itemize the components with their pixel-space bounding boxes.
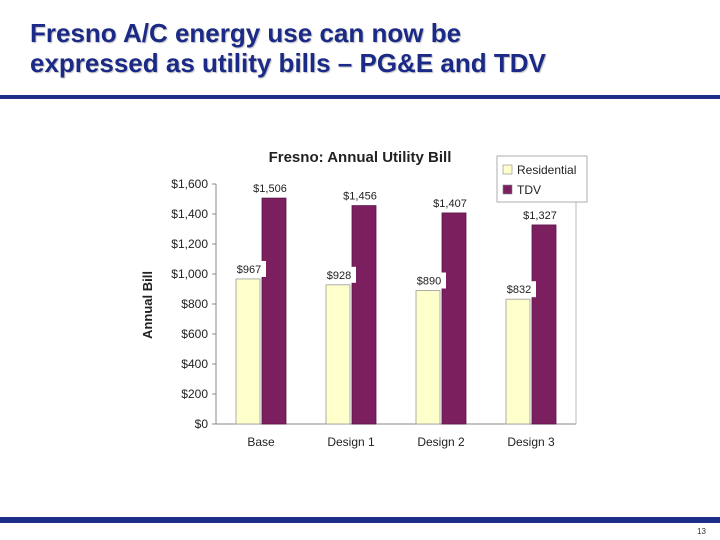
data-label-residential: $832 (507, 284, 531, 296)
bar-tdv (351, 205, 377, 425)
data-label-tdv: $1,506 (253, 183, 287, 195)
bar-residential (325, 284, 351, 425)
data-label-bg (428, 194, 472, 211)
bar-residential (415, 290, 441, 425)
legend-swatch-residential (502, 164, 513, 175)
y-tick-label: $0 (195, 417, 209, 431)
bar-residential (235, 278, 261, 425)
data-label-bg (502, 281, 536, 298)
legend-label-tdv: TDV (517, 183, 541, 197)
y-tick-label: $200 (181, 387, 208, 401)
data-label-tdv: $1,456 (343, 191, 377, 203)
data-label-bg (412, 272, 446, 289)
data-label-residential: $967 (237, 264, 261, 276)
x-tick-label: Design 3 (507, 435, 555, 449)
data-label-bg (248, 180, 292, 197)
slide-title: Fresno A/C energy use can now be express… (30, 18, 710, 78)
y-tick-label: $400 (181, 357, 208, 371)
data-label-tdv: $1,407 (433, 198, 467, 210)
data-label-bg (322, 266, 356, 283)
page-number: 13 (697, 527, 706, 536)
data-label-bg (232, 260, 266, 277)
bar-residential (505, 298, 531, 425)
slide-title-line-2: expressed as utility bills – PG&E and TD… (30, 48, 546, 78)
legend-label-residential: Residential (517, 163, 576, 177)
data-label-tdv: $1,327 (523, 210, 557, 222)
data-label-residential: $890 (417, 276, 441, 288)
y-tick-label: $1,400 (171, 207, 208, 221)
bar-tdv (441, 212, 467, 425)
x-tick-label: Design 1 (327, 435, 375, 449)
legend-swatch-tdv (502, 184, 513, 195)
footer-divider (0, 517, 720, 523)
y-axis-label: Annual Bill (140, 271, 155, 339)
y-tick-label: $1,000 (171, 267, 208, 281)
data-label-bg (338, 187, 382, 204)
annual-bill-chart: Fresno: Annual Utility Bill Annual Bill … (140, 149, 588, 449)
title-divider (0, 95, 720, 99)
x-tick-label: Base (247, 435, 275, 449)
bar-tdv (261, 197, 287, 425)
y-tick-label: $800 (181, 297, 208, 311)
data-label-residential: $928 (327, 270, 351, 282)
y-tick-label: $600 (181, 327, 208, 341)
legend-box (496, 155, 588, 203)
legend: Residential TDV (496, 155, 588, 203)
data-label-bg (518, 206, 562, 223)
plot-area: $0 $200 $400 $600 $800 $1,000 $1,200 $1,400 $1,6… (171, 177, 577, 449)
x-tick-label: Design 2 (417, 435, 465, 449)
y-tick-label: $1,200 (171, 237, 208, 251)
bar-tdv (531, 224, 557, 425)
y-tick-label: $1,600 (171, 177, 208, 191)
slide-title-line-1: Fresno A/C energy use can now be (30, 18, 462, 48)
chart-title: Fresno: Annual Utility Bill (269, 149, 452, 166)
